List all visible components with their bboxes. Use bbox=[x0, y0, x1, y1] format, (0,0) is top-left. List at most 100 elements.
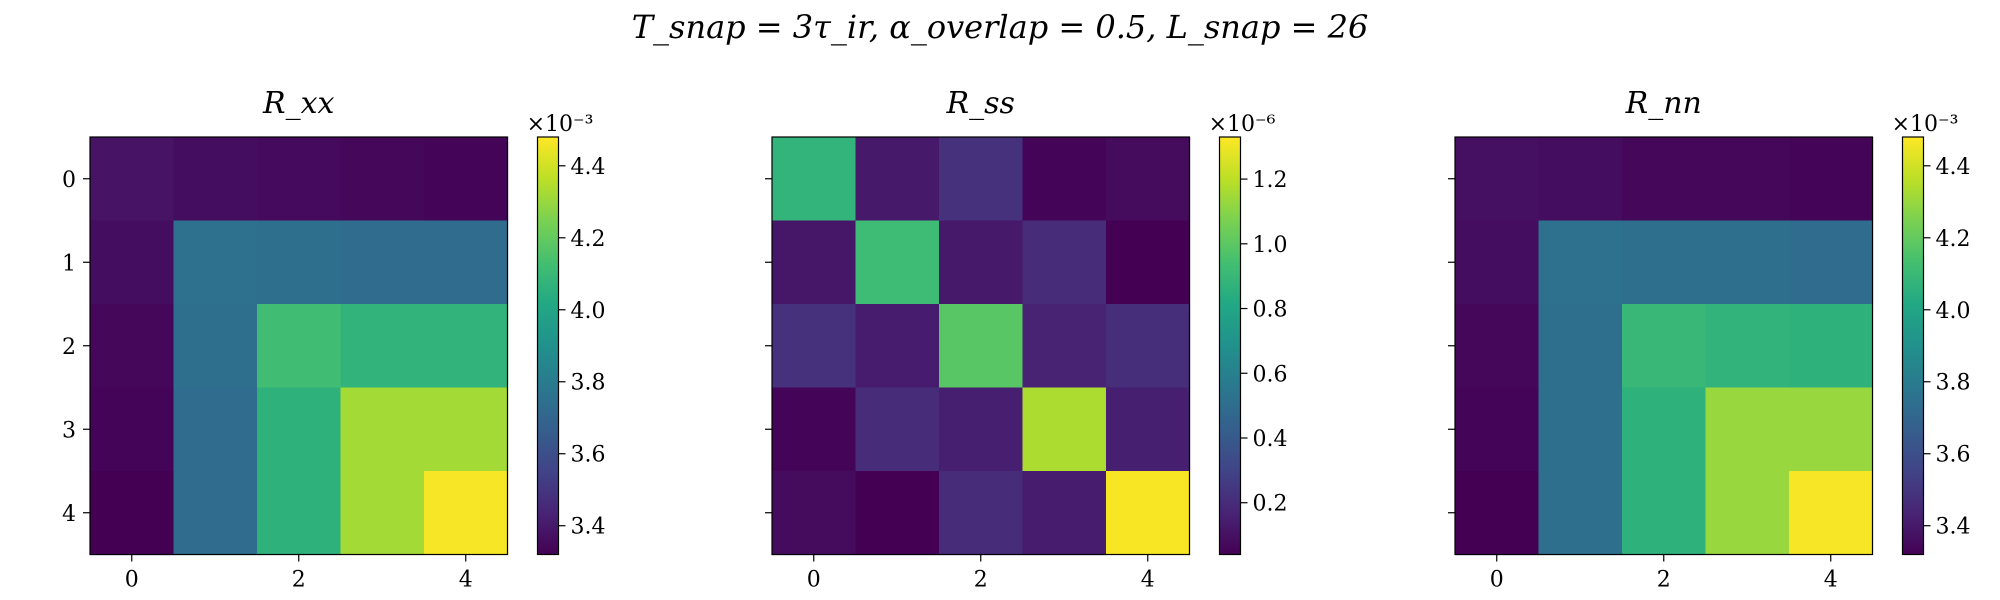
heatmap-cell-r0-c3 bbox=[1022, 137, 1107, 222]
heatmap-cell-r0-c4 bbox=[1106, 137, 1191, 222]
colorbar-tick-label: 3.8 bbox=[1936, 371, 1971, 396]
heatmap-cell-r3-c1 bbox=[855, 387, 940, 472]
colorbar-tick-label: 3.6 bbox=[1936, 443, 1971, 468]
colorbar-tick-label: 0.6 bbox=[1253, 362, 1288, 387]
heatmap-cell-r4-c1 bbox=[1538, 471, 1623, 556]
colorbar-tick-label: 4.2 bbox=[1936, 227, 1971, 252]
heatmap-cell-r2-c0 bbox=[90, 304, 175, 389]
heatmap-cell-r4-c2 bbox=[939, 471, 1024, 556]
heatmap-cell-r2-c3 bbox=[1705, 304, 1790, 389]
colorbar-tick-label: 0.2 bbox=[1253, 492, 1288, 517]
heatmap-cell-r0-c2 bbox=[1622, 137, 1707, 222]
colorbar-tick-label: 0.4 bbox=[1253, 427, 1288, 452]
heatmap-panel-0: R_xx 0 1 2 3 4 0 2 4 3.4 3.6 3.8 4.0 4.2 4.4 ×10⁻³ bbox=[62, 86, 606, 593]
heatmap-cell-r3-c1 bbox=[173, 387, 258, 472]
heatmap-cell-r0-c0 bbox=[772, 137, 857, 222]
heatmap-cell-r3-c0 bbox=[1455, 387, 1540, 472]
colorbar-tick-label: 3.4 bbox=[571, 515, 606, 540]
heatmap-cell-r2-c0 bbox=[1455, 304, 1540, 389]
heatmap-cell-r4-c0 bbox=[90, 471, 175, 556]
heatmap-cell-r1-c1 bbox=[1538, 220, 1623, 305]
heatmap-cell-r4-c0 bbox=[1455, 471, 1540, 556]
heatmap-cell-r4-c4 bbox=[1106, 471, 1191, 556]
heatmap-cell-r2-c3 bbox=[1022, 304, 1107, 389]
y-tick-label: 1 bbox=[62, 251, 76, 276]
heatmap-cell-r1-c1 bbox=[855, 220, 940, 305]
x-tick-label: 0 bbox=[1490, 568, 1504, 593]
heatmap-cell-r2-c4 bbox=[424, 304, 509, 389]
x-tick-label: 2 bbox=[974, 568, 988, 593]
panels: R_xx 0 1 2 3 4 0 2 4 3.4 3.6 3.8 4.0 4.2 4.4 ×10⁻³ R_ss 0… bbox=[62, 86, 1971, 593]
heatmap-cell-r3-c3 bbox=[340, 387, 425, 472]
heatmap-cell-r4-c2 bbox=[257, 471, 342, 556]
heatmap-cell-r0-c0 bbox=[90, 137, 175, 222]
heatmap-cell-r1-c4 bbox=[1789, 220, 1874, 305]
heatmap-cell-r2-c4 bbox=[1789, 304, 1874, 389]
heatmap-cell-r1-c4 bbox=[424, 220, 509, 305]
heatmap-cell-r2-c2 bbox=[257, 304, 342, 389]
colorbar-tick-label: 1.0 bbox=[1253, 233, 1288, 258]
x-tick-label: 2 bbox=[1657, 568, 1671, 593]
colorbar-tick-label: 3.8 bbox=[571, 371, 606, 396]
heatmap-cell-r4-c1 bbox=[855, 471, 940, 556]
colorbar-tick-label: 1.2 bbox=[1253, 168, 1288, 193]
panel-title: R_nn bbox=[1625, 86, 1702, 121]
x-tick-label: 4 bbox=[459, 568, 473, 593]
heatmap-cell-r3-c4 bbox=[424, 387, 509, 472]
heatmap-cell-r1-c0 bbox=[772, 220, 857, 305]
figure-suptitle: T_snap = 3τ_ir, α_overlap = 0.5, L_snap … bbox=[632, 8, 1369, 46]
heatmap-cell-r2-c1 bbox=[173, 304, 258, 389]
heatmap-cell-r4-c4 bbox=[424, 471, 509, 556]
heatmap-cell-r2-c4 bbox=[1106, 304, 1191, 389]
colorbar-tick-label: 4.2 bbox=[571, 227, 606, 252]
colorbar-tick-label: 4.4 bbox=[571, 155, 606, 180]
heatmap-cell-r1-c0 bbox=[90, 220, 175, 305]
colorbar bbox=[536, 136, 560, 556]
x-tick-label: 4 bbox=[1141, 568, 1155, 593]
colorbar-tick-label: 4.0 bbox=[571, 299, 606, 324]
heatmap-cell-r0-c2 bbox=[257, 137, 342, 222]
y-tick-label: 0 bbox=[62, 168, 76, 193]
heatmap-cell-r3-c0 bbox=[772, 387, 857, 472]
heatmap-cell-r0-c4 bbox=[424, 137, 509, 222]
heatmap-cell-r4-c3 bbox=[1022, 471, 1107, 556]
heatmap-cell-r4-c3 bbox=[340, 471, 425, 556]
heatmap-cell-r1-c2 bbox=[1622, 220, 1707, 305]
heatmap-cell-r0-c4 bbox=[1789, 137, 1874, 222]
heatmap-panel-2: R_nn 0 2 4 3.4 3.6 3.8 4.0 4.2 4.4 ×10⁻³ bbox=[1448, 86, 1971, 593]
heatmap-cell-r3-c3 bbox=[1705, 387, 1790, 472]
colorbar-tick-label: 0.8 bbox=[1253, 298, 1288, 323]
heatmap-cell-r0-c3 bbox=[340, 137, 425, 222]
panel-title: R_ss bbox=[946, 86, 1015, 121]
y-tick-label: 2 bbox=[62, 335, 76, 360]
heatmap-cell-r1-c3 bbox=[1022, 220, 1107, 305]
heatmap-cell-r3-c4 bbox=[1789, 387, 1874, 472]
heatmap-cell-r0-c3 bbox=[1705, 137, 1790, 222]
colorbar-tick-label: 3.6 bbox=[571, 443, 606, 468]
x-tick-label: 0 bbox=[807, 568, 821, 593]
heatmap-cell-r1-c3 bbox=[1705, 220, 1790, 305]
heatmap-cell-r3-c1 bbox=[1538, 387, 1623, 472]
x-tick-label: 0 bbox=[125, 568, 139, 593]
heatmap-cell-r4-c4 bbox=[1789, 471, 1874, 556]
colorbar-tick-label: 3.4 bbox=[1936, 515, 1971, 540]
x-tick-label: 4 bbox=[1824, 568, 1838, 593]
heatmap-cell-r1-c1 bbox=[173, 220, 258, 305]
heatmap-cell-r1-c2 bbox=[939, 220, 1024, 305]
heatmap-cell-r0-c1 bbox=[173, 137, 258, 222]
heatmap-cell-r4-c1 bbox=[173, 471, 258, 556]
heatmap-cell-r2-c0 bbox=[772, 304, 857, 389]
heatmap-panel-1: R_ss 0 2 4 0.2 0.4 0.6 0.8 1.0 1.2 ×10⁻⁶ bbox=[765, 86, 1288, 593]
colorbar-tick-label: 4.0 bbox=[1936, 299, 1971, 324]
colorbar-offset-label: ×10⁻⁶ bbox=[1209, 112, 1276, 137]
y-tick-label: 3 bbox=[62, 418, 76, 443]
heatmap-cell-r2-c3 bbox=[340, 304, 425, 389]
heatmap-cell-r1-c2 bbox=[257, 220, 342, 305]
heatmap-cell-r1-c0 bbox=[1455, 220, 1540, 305]
heatmap-cell-r0-c1 bbox=[855, 137, 940, 222]
heatmap-cell-r2-c2 bbox=[939, 304, 1024, 389]
heatmap-cell-r1-c4 bbox=[1106, 220, 1191, 305]
heatmap-cell-r1-c3 bbox=[340, 220, 425, 305]
colorbar-offset-label: ×10⁻³ bbox=[1892, 112, 1959, 137]
